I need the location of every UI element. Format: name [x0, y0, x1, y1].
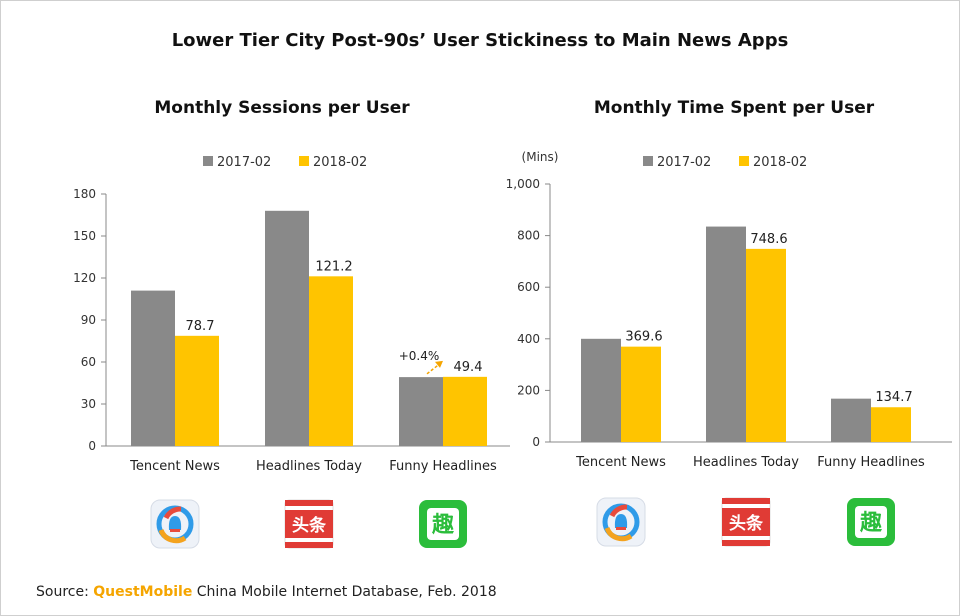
legend-label: 2018-02 [753, 155, 807, 170]
y-tick-label: 400 [517, 332, 540, 346]
y-tick-label: 60 [81, 355, 96, 369]
y-tick-label: 600 [517, 280, 540, 294]
bar-2018-02-1 [746, 248, 786, 442]
growth-annotation: +0.4% [399, 349, 440, 363]
bar-2017-02-1 [265, 210, 309, 446]
y-tick-label: 90 [81, 313, 96, 327]
chart-title: Monthly Sessions per User [154, 98, 410, 118]
chart-2: Monthly Time Spent per User (Mins) 2017-02… [506, 98, 952, 547]
headlines-today-icon: 头条 [284, 499, 334, 549]
legend-label: 2017-02 [217, 155, 271, 170]
y-tick-label: 180 [73, 187, 96, 201]
data-label: 748.6 [750, 232, 787, 247]
legend-swatch-2018-02 [739, 156, 749, 166]
data-label: 121.2 [315, 259, 352, 274]
legend-label: 2018-02 [313, 155, 367, 170]
bar-2018-02-2 [443, 376, 487, 446]
svg-text:趣: 趣 [859, 510, 882, 536]
source-brand: QuestMobile [93, 584, 193, 600]
x-tick-label: Funny Headlines [389, 459, 497, 474]
legend-swatch-2018-02 [299, 156, 309, 166]
x-tick-label: Tencent News [575, 455, 666, 470]
legend: 2017-02 2018-02 [643, 155, 807, 170]
main-title: Lower Tier City Post-90s’ User Stickines… [171, 30, 789, 51]
bar-2018-02-1 [309, 276, 353, 446]
tencent-news-icon [596, 497, 646, 547]
bar-2017-02-2 [831, 398, 871, 442]
data-label: 369.6 [625, 330, 662, 345]
headlines-today-icon: 头条 [721, 497, 771, 547]
data-label: 134.7 [875, 390, 912, 405]
svg-text:趣: 趣 [431, 512, 454, 538]
legend-swatch-2017-02 [203, 156, 213, 166]
y-tick-label: 0 [88, 439, 96, 453]
source-note: Source: QuestMobile China Mobile Interne… [36, 584, 497, 600]
legend-swatch-2017-02 [643, 156, 653, 166]
annotation-arrow-head [435, 360, 443, 368]
bar-2017-02-1 [706, 226, 746, 442]
chart-1: Monthly Sessions per User 2017-02 2018-02 0… [73, 98, 510, 549]
bar-2017-02-0 [581, 338, 621, 442]
x-tick-label: Tencent News [129, 459, 220, 474]
tencent-news-icon [150, 499, 200, 549]
data-label: 49.4 [454, 360, 483, 375]
x-tick-label: Headlines Today [256, 459, 362, 474]
y-tick-label: 200 [517, 383, 540, 397]
bar-2018-02-0 [621, 346, 661, 442]
bar-2018-02-2 [871, 407, 911, 442]
funny-headlines-icon: 趣 [419, 500, 467, 548]
x-tick-label: Funny Headlines [817, 455, 925, 470]
x-tick-label: Headlines Today [693, 455, 799, 470]
bar-2017-02-2 [399, 377, 443, 446]
y-tick-label: 0 [532, 435, 540, 449]
y-tick-label: 1,000 [506, 177, 540, 191]
y-axis-unit: (Mins) [522, 150, 559, 164]
legend: 2017-02 2018-02 [203, 155, 367, 170]
svg-text:头条: 头条 [729, 513, 764, 534]
y-tick-label: 30 [81, 397, 96, 411]
source-prefix: Source: [36, 584, 94, 600]
legend-label: 2017-02 [657, 155, 711, 170]
funny-headlines-icon: 趣 [847, 498, 895, 546]
source-rest: China Mobile Internet Database, Feb. 201… [192, 584, 497, 600]
data-label: 78.7 [186, 319, 215, 334]
chart-title: Monthly Time Spent per User [594, 98, 875, 118]
y-tick-label: 150 [73, 229, 96, 243]
bar-2018-02-0 [175, 335, 219, 446]
bar-2017-02-0 [131, 290, 175, 446]
y-tick-label: 120 [73, 271, 96, 285]
y-tick-label: 800 [517, 229, 540, 243]
annotation-arrow-line [426, 362, 442, 375]
svg-text:头条: 头条 [292, 515, 327, 536]
